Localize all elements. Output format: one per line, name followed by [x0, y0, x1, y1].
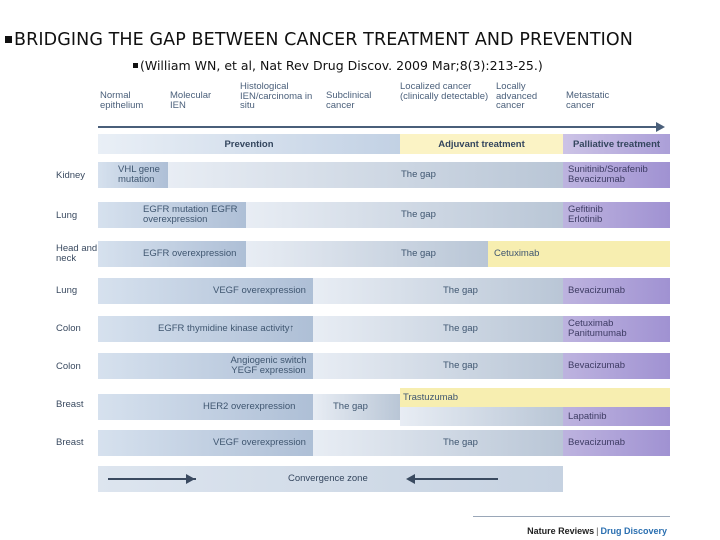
gap-segment: The gap [246, 202, 563, 228]
row-lung-egfr: EGFR mutation EGFR overexpression The ga… [98, 202, 670, 228]
source-credit: Nature Reviews | Drug Discovery [527, 526, 667, 536]
gap-segment: The gap [168, 162, 563, 188]
marker-segment: VEGF overexpression [98, 430, 313, 456]
stage-normal-epithelium: Normal epithelium [100, 90, 144, 111]
row-colon-egfr: EGFR thymidine kinase activity↑ The gap … [98, 316, 670, 342]
organ-label: Kidney [56, 170, 86, 181]
palliative-segment: Bevacizumab [563, 430, 670, 456]
palliative-label: Sunitinib/Sorafenib Bevacizumab [568, 164, 648, 185]
palliative-label: Lapatinib [568, 410, 607, 422]
footer-rule [473, 516, 670, 517]
band-prevention: Prevention [98, 134, 400, 154]
stage-histological-ien: Histological IEN/carcinoma in situ [240, 81, 313, 111]
organ-label: Colon [56, 323, 81, 334]
palliative-label: Cetuximab Panitumumab [568, 318, 627, 339]
gap-label: The gap [401, 248, 436, 259]
marker-label: VHL gene mutation [118, 164, 160, 185]
marker-label: VEGF overexpression [213, 437, 306, 448]
stage-locally-advanced-cancer: Locally advanced cancer [496, 81, 538, 111]
gap-label: The gap [443, 285, 478, 296]
citation: (William WN, et al, Nat Rev Drug Discov.… [133, 58, 543, 73]
organ-label: Lung [56, 210, 78, 221]
convergence-line-left [108, 478, 196, 480]
source-section: Drug Discovery [600, 526, 667, 536]
organ-label: Breast [56, 399, 84, 410]
bullet-square-icon [5, 36, 12, 43]
palliative-label: Gefitinib Erlotinib [568, 204, 603, 225]
gap-segment: The gap [313, 353, 563, 379]
marker-label: Angiogenic switch YEGF expression [230, 355, 307, 376]
treatment-split: Trastuzumab Lapatinib [400, 388, 670, 426]
bullet-square-icon [133, 63, 138, 68]
cancer-gap-figure: Normal epithelium Molecular IEN Histolog… [53, 82, 670, 540]
arrow-right-icon [186, 474, 195, 484]
organ-label: Head and neck [56, 243, 98, 264]
slide-title: BRIDGING THE GAP BETWEEN CANCER TREATMEN… [5, 30, 633, 50]
marker-segment: EGFR thymidine kinase activity↑ [98, 316, 313, 342]
marker-segment: EGFR mutation EGFR overexpression [98, 202, 246, 228]
arrow-right-icon [656, 122, 665, 132]
adjuvant-label: Trastuzumab [403, 391, 459, 403]
palliative-segment: Lapatinib [563, 407, 670, 426]
citation-text: (William WN, et al, Nat Rev Drug Discov.… [140, 58, 543, 73]
palliative-segment: Bevacizumab [563, 278, 670, 304]
stage-molecular-ien: Molecular IEN [170, 90, 212, 111]
marker-segment: HER2 overexpression [98, 394, 313, 420]
palliative-segment: Sunitinib/Sorafenib Bevacizumab [563, 162, 670, 188]
gap-label: The gap [401, 209, 436, 220]
adjuvant-label: Cetuximab [494, 248, 540, 259]
adjuvant-segment: Trastuzumab [400, 388, 670, 407]
stage-subclinical-cancer: Subclinical cancer [326, 90, 372, 111]
convergence-line-right [408, 478, 498, 480]
marker-label: EGFR mutation EGFR overexpression [143, 204, 238, 225]
palliative-label: Bevacizumab [568, 437, 626, 448]
gap-label: The gap [443, 437, 478, 448]
convergence-zone: Convergence zone [98, 466, 563, 492]
gap-segment: The gap [313, 394, 400, 420]
palliative-segment: Bevacizumab [563, 353, 670, 379]
organ-label: Colon [56, 361, 81, 372]
gap-segment: The gap [246, 241, 488, 267]
gap-label: The gap [443, 360, 478, 371]
palliative-label: Bevacizumab [568, 285, 626, 296]
marker-segment: VEGF overexpression [98, 278, 313, 304]
source-separator: | [596, 526, 599, 536]
palliative-segment: Gefitinib Erlotinib [563, 202, 670, 228]
organ-label: Breast [56, 437, 84, 448]
gap-label: The gap [401, 169, 436, 180]
marker-label: EGFR thymidine kinase activity↑ [158, 323, 295, 334]
marker-label: HER2 overexpression [203, 401, 296, 412]
slide-title-text: BRIDGING THE GAP BETWEEN CANCER TREATMEN… [14, 30, 633, 50]
gap-segment: The gap [313, 278, 563, 304]
progression-axis [98, 126, 658, 128]
marker-label: EGFR overexpression [143, 248, 237, 259]
palliative-label: Bevacizumab [568, 360, 626, 371]
gap-label: The gap [333, 401, 368, 412]
row-breast-vegf: VEGF overexpression The gap Bevacizumab [98, 430, 670, 456]
stage-localized-cancer: Localized cancer (clinically detectable) [400, 81, 489, 102]
marker-segment: EGFR overexpression [98, 241, 246, 267]
adjuvant-segment: Cetuximab [488, 241, 670, 267]
organ-label: Lung [56, 285, 78, 296]
row-colon-angiogenic: Angiogenic switch YEGF expression The ga… [98, 353, 670, 379]
gap-label: The gap [443, 323, 478, 334]
marker-label: VEGF overexpression [213, 285, 306, 296]
gap-segment: The gap [313, 430, 563, 456]
convergence-label: Convergence zone [288, 473, 368, 484]
row-lung-vegf: VEGF overexpression The gap Bevacizumab [98, 278, 670, 304]
row-head-and-neck: EGFR overexpression The gap Cetuximab [98, 241, 670, 267]
marker-segment: Angiogenic switch YEGF expression [98, 353, 313, 379]
band-adjuvant-treatment: Adjuvant treatment [400, 134, 563, 154]
band-palliative-treatment: Palliative treatment [563, 134, 670, 154]
row-breast-her2: HER2 overexpression The gap Trastuzumab … [98, 388, 670, 426]
palliative-segment: Cetuximab Panitumumab [563, 316, 670, 342]
source-journal: Nature Reviews [527, 526, 595, 536]
row-kidney: VHL gene mutation The gap Sunitinib/Sora… [98, 162, 670, 188]
marker-segment: VHL gene mutation [98, 162, 168, 188]
stage-metastatic-cancer: Metastatic cancer [566, 90, 610, 111]
gap-extension-segment [400, 407, 563, 426]
gap-segment: The gap [313, 316, 563, 342]
